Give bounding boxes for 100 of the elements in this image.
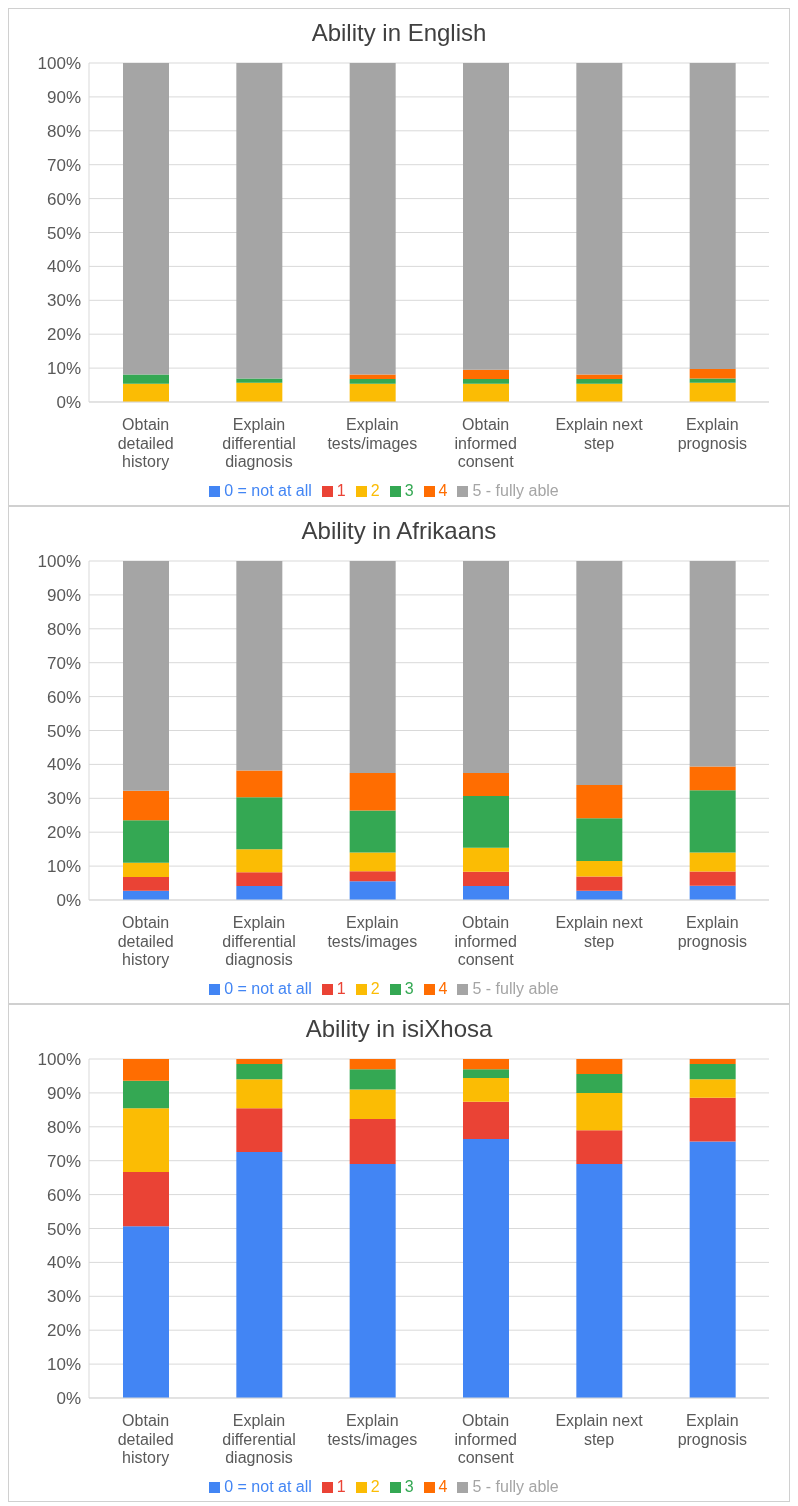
legend-label: 2 <box>370 1478 380 1495</box>
x-tick-label: Explain next step <box>555 914 644 950</box>
legend-label: 0 = not at all <box>224 482 312 499</box>
y-tick-label: 70% <box>46 1151 81 1171</box>
legend-label: 1 <box>336 482 346 499</box>
bar <box>349 63 396 375</box>
bar <box>236 378 283 383</box>
bar <box>123 383 169 402</box>
bar <box>123 820 169 863</box>
bar <box>576 374 623 379</box>
bar <box>463 871 509 887</box>
bar <box>576 383 623 402</box>
bar <box>123 1226 169 1398</box>
y-tick-label: 50% <box>46 1219 81 1239</box>
bar <box>236 1108 283 1152</box>
bar <box>463 369 509 379</box>
bar <box>349 810 396 853</box>
y-tick-label: 10% <box>46 359 81 379</box>
y-tick-label: 30% <box>46 291 81 311</box>
bar <box>689 1064 736 1080</box>
y-tick-label: 40% <box>46 1253 81 1273</box>
legend-label: 0 = not at all <box>224 1478 312 1495</box>
y-tick-label: 20% <box>46 823 81 843</box>
y-tick-label: 70% <box>46 155 81 175</box>
bar <box>349 1164 396 1398</box>
y-tick-label: 20% <box>46 325 81 345</box>
y-tick-label: 100% <box>37 1050 81 1070</box>
y-tick-label: 30% <box>46 1287 81 1307</box>
bar <box>463 1077 509 1102</box>
bar <box>576 1130 623 1165</box>
y-tick-label: 80% <box>46 1117 81 1137</box>
x-tick-label: Obtain detailed history <box>117 1412 174 1467</box>
bar <box>349 374 396 379</box>
bar <box>236 1059 283 1065</box>
bar <box>689 1059 736 1065</box>
bar <box>349 881 396 900</box>
bar <box>463 1139 509 1398</box>
bar <box>349 383 396 402</box>
bar <box>123 561 169 791</box>
y-tick-label: 80% <box>46 619 81 639</box>
bar <box>463 1069 509 1078</box>
bar <box>123 1108 169 1172</box>
bar <box>463 847 509 872</box>
bar <box>349 378 396 384</box>
chart-title: Ability in English <box>310 18 488 48</box>
bar <box>689 766 736 791</box>
y-tick-label: 50% <box>46 223 81 243</box>
bar <box>576 785 623 819</box>
bar <box>689 871 736 886</box>
chart-title: Ability in Afrikaans <box>300 516 498 546</box>
bar <box>236 1151 283 1398</box>
x-tick-label: Explain differential diagnosis <box>222 416 296 471</box>
y-tick-label: 70% <box>46 653 81 673</box>
legend-label: 3 <box>404 482 414 499</box>
bar <box>576 561 623 786</box>
legend-label: 0 = not at all <box>224 980 312 997</box>
y-tick-label: 100% <box>37 54 81 74</box>
bar <box>689 852 736 872</box>
y-tick-label: 20% <box>46 1321 81 1341</box>
bar <box>236 872 283 887</box>
bar <box>236 886 283 900</box>
bar <box>689 790 736 853</box>
y-tick-label: 0% <box>56 1389 81 1409</box>
bar <box>689 382 736 402</box>
y-tick-label: 10% <box>46 857 81 877</box>
legend-label: 1 <box>336 1478 346 1495</box>
bar <box>689 378 736 383</box>
bar <box>576 1092 623 1131</box>
y-tick-label: 100% <box>37 552 81 572</box>
bar <box>463 1101 509 1139</box>
y-tick-label: 40% <box>46 755 81 775</box>
bar <box>236 797 283 850</box>
bar <box>349 1069 396 1090</box>
bar <box>689 1079 736 1098</box>
y-tick-label: 10% <box>46 1355 81 1375</box>
x-tick-label: Obtain informed consent <box>454 416 517 471</box>
y-tick-label: 60% <box>46 189 81 209</box>
bar <box>123 790 169 821</box>
bar <box>576 1164 623 1398</box>
bar <box>236 561 283 771</box>
bar <box>689 63 736 370</box>
legend-label: 5 - fully able <box>472 482 559 499</box>
legend-label: 3 <box>404 980 414 997</box>
x-tick-label: Explain tests/images <box>327 1412 418 1448</box>
bar <box>689 1141 736 1398</box>
bar <box>576 818 623 862</box>
x-tick-label: Explain tests/images <box>327 914 418 950</box>
bar <box>236 382 283 402</box>
bar <box>689 561 736 767</box>
bar <box>236 849 283 873</box>
bar <box>123 1080 169 1109</box>
bar <box>463 1059 509 1070</box>
y-tick-label: 50% <box>46 721 81 741</box>
bar <box>123 876 169 891</box>
y-tick-label: 40% <box>46 257 81 277</box>
bar <box>576 1059 623 1074</box>
bar <box>236 1064 283 1080</box>
bar <box>123 1171 169 1227</box>
bar <box>576 63 623 375</box>
bar <box>349 1089 396 1119</box>
